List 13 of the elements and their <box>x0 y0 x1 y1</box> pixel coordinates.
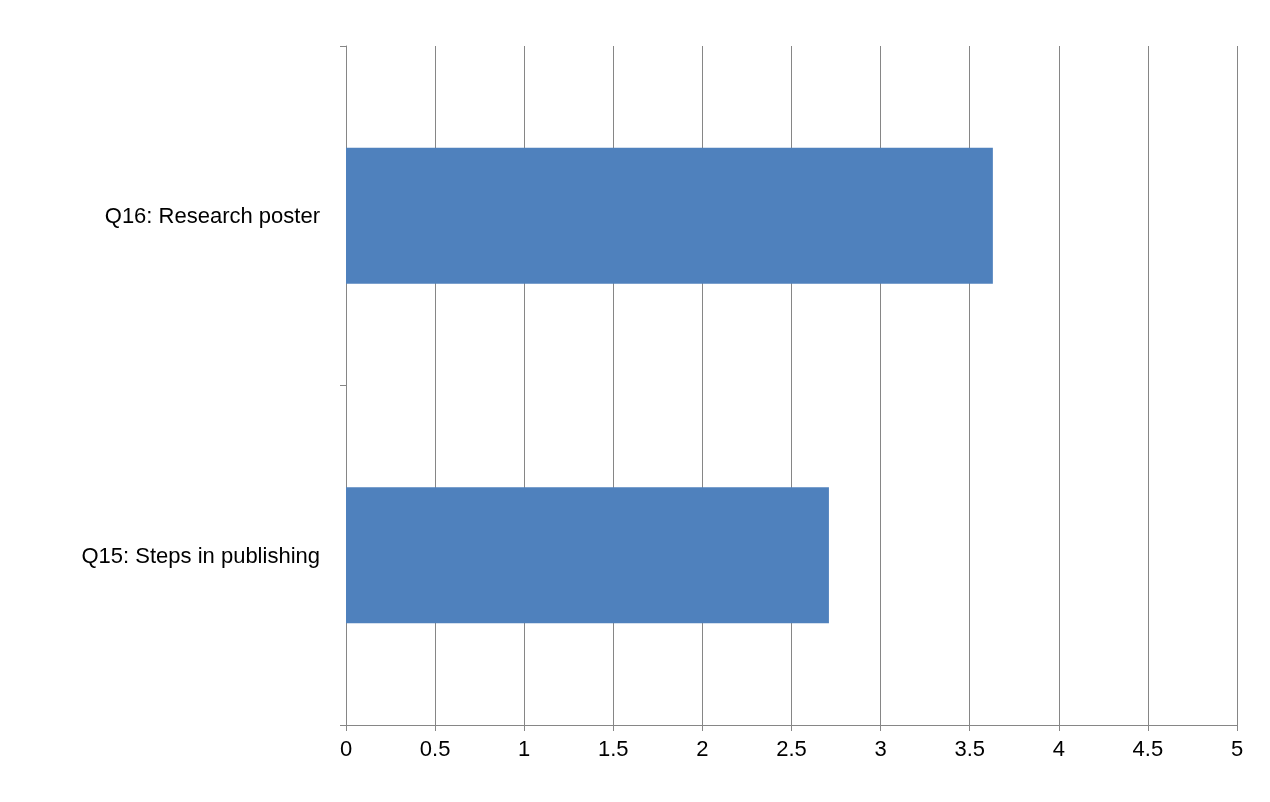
x-tick-label: 1 <box>518 735 531 761</box>
x-tick-label: 5 <box>1230 735 1244 761</box>
x-tick-label: 4.5 <box>1132 735 1164 761</box>
y-tick-label: Q15: Steps in publishing <box>81 542 320 568</box>
x-tick-label: 0.5 <box>419 735 451 761</box>
x-tick-label: 2.5 <box>776 735 807 761</box>
x-tick-label: 1.5 <box>598 735 629 761</box>
x-tick-label: 3.5 <box>954 735 985 761</box>
x-tick-label: 2 <box>696 735 709 761</box>
x-tick-label: 0 <box>339 735 353 761</box>
x-tick-label: 4 <box>1052 735 1065 761</box>
y-tick-label: Q16: Research poster <box>104 203 320 229</box>
x-tick-label: 3 <box>874 735 887 761</box>
